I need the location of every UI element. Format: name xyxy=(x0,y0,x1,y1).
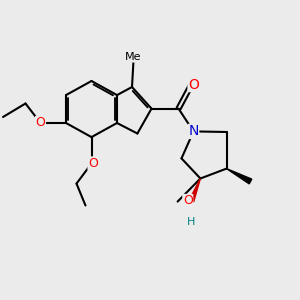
Text: O: O xyxy=(88,157,98,170)
Text: O: O xyxy=(188,78,199,92)
Text: H: H xyxy=(187,217,196,227)
Polygon shape xyxy=(226,169,252,184)
Text: N: N xyxy=(188,124,199,138)
Text: Me: Me xyxy=(125,52,142,62)
Polygon shape xyxy=(189,178,200,202)
Text: O: O xyxy=(183,194,193,208)
Text: O: O xyxy=(36,116,45,130)
